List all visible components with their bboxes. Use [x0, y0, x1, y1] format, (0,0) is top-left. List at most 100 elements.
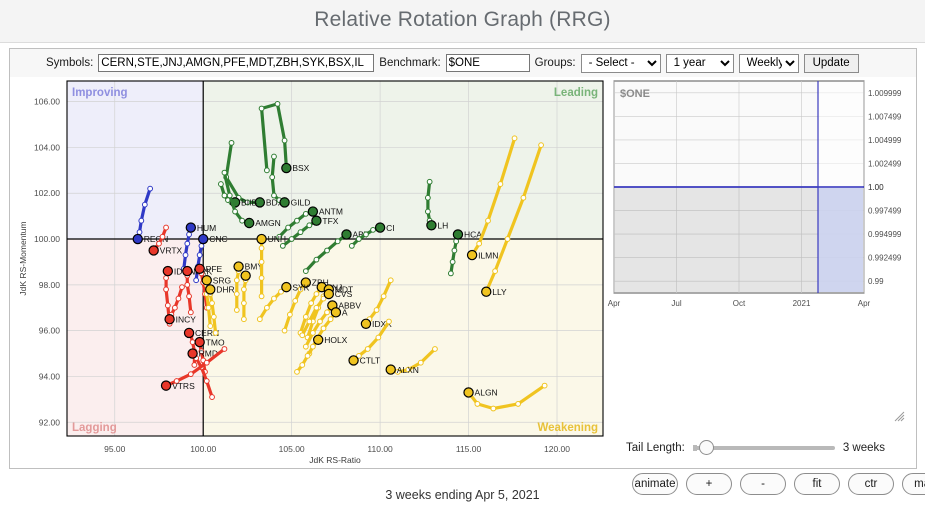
- tail-node: [179, 284, 185, 291]
- animate-button[interactable]: animate: [632, 473, 678, 495]
- series-head-ILMN[interactable]: [466, 249, 478, 261]
- tail-node: [320, 295, 327, 302]
- series-label-LLY: LLY: [492, 287, 507, 297]
- tail-node: [187, 309, 194, 316]
- series-head-ALGN[interactable]: [463, 387, 474, 398]
- tail-node: [182, 252, 189, 258]
- tail-node: [138, 217, 145, 224]
- tail-node: [320, 325, 327, 332]
- series-head-CI[interactable]: [374, 222, 386, 233]
- series-head-CNC[interactable]: [198, 233, 209, 245]
- series-label-INCY: INCY: [176, 314, 197, 324]
- series-head-CVS[interactable]: [323, 288, 335, 300]
- series-head-UNH[interactable]: [256, 233, 267, 245]
- series-head-VTRS[interactable]: [160, 380, 172, 391]
- tail-length-value: 3 weeks: [842, 442, 886, 454]
- series-head-SYK[interactable]: [281, 281, 292, 293]
- tail-node: [184, 240, 191, 247]
- series-label-CERN: CERN: [195, 328, 219, 338]
- series-head-INCY[interactable]: [164, 313, 175, 325]
- series-head-CTLT[interactable]: [348, 355, 359, 366]
- series-head-BDX2[interactable]: [240, 270, 251, 281]
- series-head-TFX[interactable]: [311, 215, 322, 226]
- series-head-GILD[interactable]: [279, 197, 290, 208]
- series-head-CERN[interactable]: [183, 327, 195, 339]
- series-head-VRTX[interactable]: [148, 245, 159, 256]
- y-tick-label: 94.00: [39, 371, 61, 381]
- update-button[interactable]: Update: [803, 53, 859, 73]
- benchmark-current-value: 1.00: [868, 183, 884, 192]
- title-bar: Relative Rotation Graph (RRG): [0, 0, 925, 43]
- benchmark-x-tick: Jul: [671, 299, 681, 308]
- symbols-input[interactable]: [98, 54, 375, 72]
- tail-length-control: Tail Length: 3 weeks: [626, 438, 916, 458]
- series-head-A[interactable]: [330, 307, 342, 318]
- series-head-IDXX[interactable]: [360, 318, 372, 329]
- frequency-select[interactable]: Weekly: [738, 53, 799, 73]
- tail-length-slider[interactable]: [692, 440, 835, 455]
- rrg-svg[interactable]: Improving Leading Lagging Weakening 92.00 94.…: [10, 77, 916, 469]
- tail-node: [186, 293, 192, 300]
- tail-node: [203, 378, 210, 384]
- series-label-TMO: TMO: [206, 337, 225, 347]
- tail-node: [387, 277, 394, 284]
- series-head-AMGN[interactable]: [244, 217, 255, 229]
- benchmark-input[interactable]: [445, 54, 530, 72]
- series-head-HCA[interactable]: [452, 229, 464, 240]
- series-head-LH[interactable]: [426, 220, 437, 231]
- tail-node: [263, 304, 270, 311]
- fit-button[interactable]: fit: [794, 473, 840, 495]
- series-label-BSX: BSX: [292, 163, 309, 173]
- benchmark-y-tick: 1.007499: [868, 112, 902, 121]
- series-head-ABT[interactable]: [341, 229, 352, 240]
- center-button[interactable]: ctr: [848, 473, 894, 495]
- tail-node: [239, 217, 246, 224]
- tail-node: [297, 286, 304, 293]
- tail-node: [212, 330, 219, 336]
- tail-node: [309, 343, 316, 350]
- x-tick-label: 115.00: [456, 444, 482, 454]
- benchmark-y-tick: 0.997499: [868, 207, 902, 216]
- max-button[interactable]: max: [902, 473, 925, 495]
- groups-select[interactable]: - Select -: [580, 53, 661, 73]
- series-head-ZBH[interactable]: [300, 277, 312, 288]
- series-head-SRG[interactable]: [201, 275, 212, 286]
- resize-grip[interactable]: [894, 409, 905, 422]
- series-head-ANTM[interactable]: [307, 206, 319, 217]
- series-head-IDRA[interactable]: [162, 265, 174, 277]
- series-label-VRTX: VRTX: [160, 246, 183, 256]
- period-select[interactable]: 1 year: [665, 53, 734, 73]
- tail-node: [511, 135, 518, 142]
- tail-node: [492, 268, 498, 274]
- tail-node: [405, 366, 412, 373]
- tail-node: [386, 318, 392, 325]
- series-label-ABBV: ABBV: [338, 301, 361, 311]
- zoom-out-button[interactable]: -: [740, 473, 786, 495]
- series-head-TMO[interactable]: [194, 336, 205, 348]
- series-head-REGN[interactable]: [132, 233, 143, 245]
- series-head-HOLX[interactable]: [312, 334, 324, 346]
- series-head-HUM[interactable]: [185, 222, 197, 233]
- zoom-in-button[interactable]: +: [686, 473, 732, 495]
- series-head-BMY[interactable]: [233, 261, 244, 272]
- series-head-MRK[interactable]: [182, 265, 193, 277]
- benchmark-x-tick: Apr: [858, 299, 871, 308]
- series-head-ALXN[interactable]: [385, 364, 396, 375]
- groups-label: Groups:: [534, 57, 576, 69]
- page-title: Relative Rotation Graph (RRG): [314, 8, 611, 31]
- tail-node: [156, 240, 162, 247]
- tail-node: [417, 359, 424, 366]
- tail-node: [271, 153, 277, 160]
- series-head-LLY[interactable]: [481, 286, 492, 297]
- series-head-DHR[interactable]: [205, 284, 216, 295]
- series-head-PFE[interactable]: [194, 263, 205, 275]
- tail-node: [373, 307, 380, 313]
- chart-buttons: animate +-fitctrmax: [632, 472, 925, 496]
- series-head-BSX[interactable]: [281, 162, 292, 174]
- series-head-BDX[interactable]: [254, 197, 266, 208]
- tail-node: [258, 293, 265, 300]
- series-head-RMD[interactable]: [187, 348, 198, 359]
- tail-length-label: Tail Length:: [626, 442, 685, 454]
- tail-node: [203, 359, 210, 366]
- slider-knob[interactable]: [698, 440, 714, 455]
